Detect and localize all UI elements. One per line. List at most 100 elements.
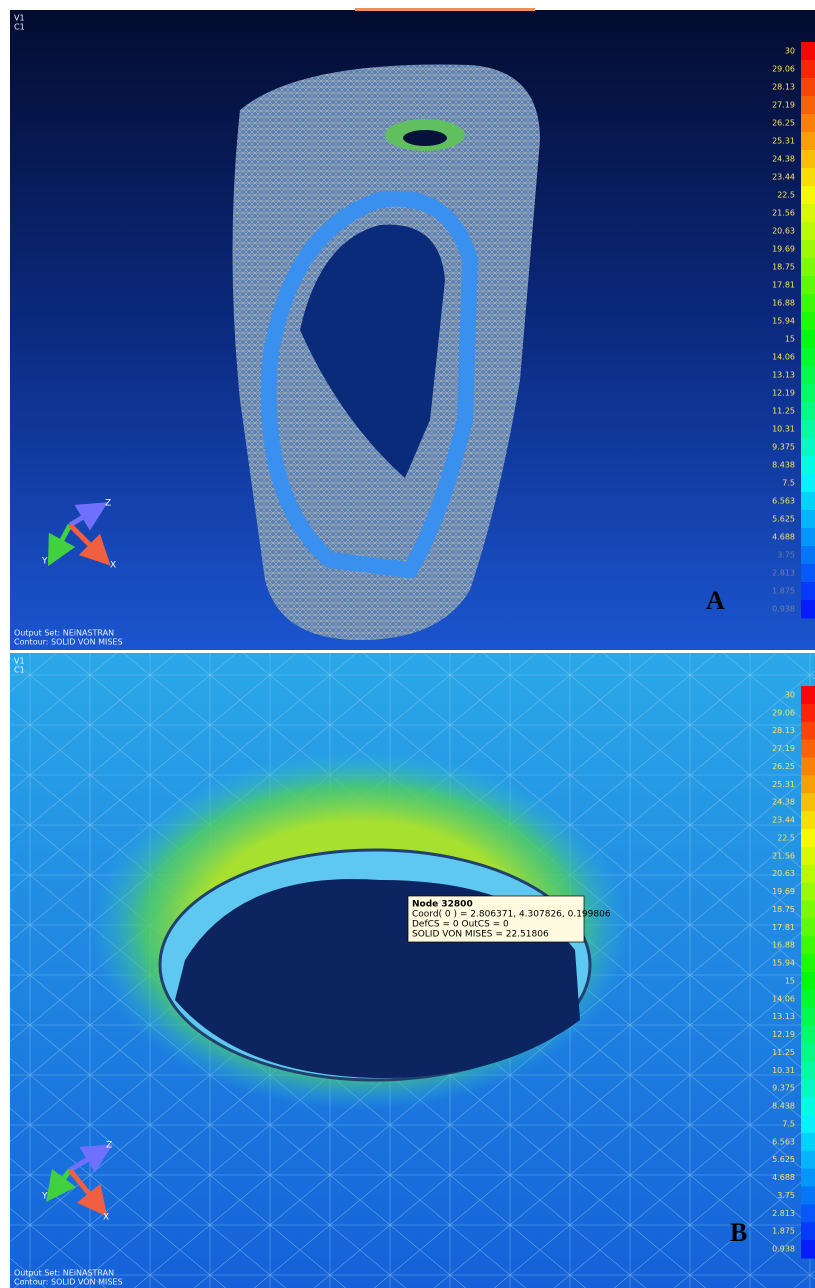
legend-label: 3.75 bbox=[777, 551, 795, 560]
legend-swatch bbox=[801, 222, 815, 241]
legend-label: 6.563 bbox=[772, 497, 795, 506]
axis-label: Z bbox=[106, 1141, 112, 1151]
legend-label: 29.06 bbox=[772, 65, 795, 74]
legend-swatch bbox=[801, 1115, 815, 1133]
legend-label: 25.31 bbox=[772, 780, 795, 789]
legend-swatch bbox=[801, 990, 815, 1008]
tooltip-line: DefCS = 0 OutCS = 0 bbox=[412, 920, 509, 930]
legend-swatch bbox=[801, 954, 815, 972]
legend-swatch bbox=[801, 474, 815, 493]
legend-swatch bbox=[801, 883, 815, 901]
legend-swatch bbox=[801, 1222, 815, 1240]
legend-swatch bbox=[801, 258, 815, 277]
legend-label: 8.438 bbox=[772, 1102, 795, 1111]
legend-swatch bbox=[801, 492, 815, 511]
legend-swatch bbox=[801, 1026, 815, 1044]
axis-label: X bbox=[110, 561, 116, 571]
legend-swatch bbox=[801, 150, 815, 169]
axis-label: Y bbox=[41, 1192, 48, 1202]
legend-swatch bbox=[801, 456, 815, 475]
legend-label: 9.375 bbox=[772, 443, 795, 452]
legend-swatch bbox=[801, 294, 815, 313]
legend-label: 26.25 bbox=[772, 119, 795, 128]
legend-swatch bbox=[801, 240, 815, 259]
legend-swatch bbox=[801, 582, 815, 601]
legend-swatch bbox=[801, 510, 815, 529]
legend-swatch bbox=[801, 740, 815, 758]
view-label: V1 bbox=[14, 14, 25, 23]
legend-label: 5.625 bbox=[772, 515, 795, 524]
legend-label: 13.13 bbox=[772, 1012, 795, 1021]
legend-swatch bbox=[801, 312, 815, 331]
hole bbox=[403, 130, 447, 146]
output-set: Output Set: NEiNASTRAN bbox=[14, 629, 114, 638]
legend-label: 17.81 bbox=[772, 281, 795, 290]
legend-swatch bbox=[801, 1133, 815, 1151]
legend-label: 6.563 bbox=[772, 1137, 795, 1146]
legend-swatch bbox=[801, 722, 815, 740]
legend-swatch bbox=[801, 402, 815, 421]
legend-label: 1.875 bbox=[772, 1227, 795, 1236]
legend-swatch bbox=[801, 847, 815, 865]
legend-label: 15.94 bbox=[772, 959, 795, 968]
legend-swatch bbox=[801, 1079, 815, 1097]
legend-swatch bbox=[801, 686, 815, 704]
legend-label: 5.625 bbox=[772, 1155, 795, 1164]
legend-label: 3.75 bbox=[777, 1191, 795, 1200]
legend-swatch bbox=[801, 1187, 815, 1205]
legend-label: 0.938 bbox=[772, 605, 795, 614]
legend-label: 12.19 bbox=[772, 1030, 795, 1039]
legend-swatch bbox=[801, 348, 815, 367]
legend-swatch bbox=[801, 330, 815, 349]
legend-swatch bbox=[801, 78, 815, 97]
legend-label: 15 bbox=[785, 335, 795, 344]
panel-label: B bbox=[730, 1218, 747, 1247]
tab-indicator bbox=[355, 8, 535, 11]
legend-swatch bbox=[801, 114, 815, 133]
legend-label: 30 bbox=[785, 47, 795, 56]
legend-swatch bbox=[801, 1061, 815, 1079]
panel-b: Node 32800 Coord( 0 ) = 2.806371, 4.3078… bbox=[10, 653, 815, 1288]
legend-label: 20.63 bbox=[772, 227, 795, 236]
legend-label: 14.06 bbox=[772, 994, 795, 1003]
legend-label: 4.688 bbox=[772, 533, 795, 542]
output-set: Output Set: NEiNASTRAN bbox=[14, 1269, 114, 1278]
legend-swatch bbox=[801, 811, 815, 829]
legend-swatch bbox=[801, 1204, 815, 1222]
legend-label: 2.813 bbox=[772, 569, 795, 578]
legend-swatch bbox=[801, 1097, 815, 1115]
legend-label: 26.25 bbox=[772, 762, 795, 771]
legend-label: 21.56 bbox=[772, 209, 795, 218]
legend-swatch bbox=[801, 1044, 815, 1062]
legend-swatch bbox=[801, 168, 815, 187]
legend-label: 4.688 bbox=[772, 1173, 795, 1182]
legend-label: 12.19 bbox=[772, 389, 795, 398]
legend-swatch bbox=[801, 865, 815, 883]
contour: Contour: SOLID VON MISES bbox=[14, 638, 123, 647]
legend-swatch bbox=[801, 528, 815, 547]
legend-swatch bbox=[801, 936, 815, 954]
contour: Contour: SOLID VON MISES bbox=[14, 1278, 123, 1287]
legend-label: 10.31 bbox=[772, 1066, 795, 1075]
legend-label: 19.69 bbox=[772, 887, 795, 896]
legend-label: 16.88 bbox=[772, 299, 795, 308]
case-label: C1 bbox=[14, 666, 25, 675]
legend-swatch bbox=[801, 420, 815, 439]
legend-swatch bbox=[801, 96, 815, 115]
legend-label: 19.69 bbox=[772, 245, 795, 254]
legend-swatch bbox=[801, 186, 815, 205]
legend-swatch bbox=[801, 384, 815, 403]
legend-label: 0.938 bbox=[772, 1245, 795, 1254]
legend-label: 16.88 bbox=[772, 941, 795, 950]
legend-swatch bbox=[801, 775, 815, 793]
legend-swatch bbox=[801, 600, 815, 619]
legend-label: 24.38 bbox=[772, 155, 795, 164]
panel-label: A bbox=[706, 586, 725, 615]
legend-label: 13.13 bbox=[772, 371, 795, 380]
legend-swatch bbox=[801, 366, 815, 385]
legend-label: 2.813 bbox=[772, 1209, 795, 1218]
legend-swatch bbox=[801, 60, 815, 79]
legend-swatch bbox=[801, 438, 815, 457]
screenshot: X Y Z V1 C1 Output Set: NEiNASTRAN Conto… bbox=[0, 0, 815, 1288]
legend-swatch bbox=[801, 1151, 815, 1169]
